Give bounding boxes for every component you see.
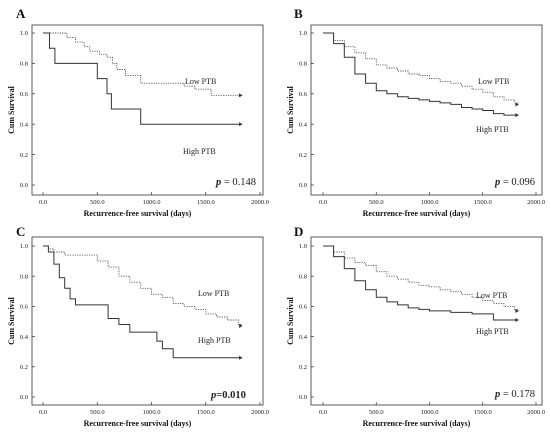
curve-end-marker xyxy=(515,102,519,107)
survival-curve-low-ptb xyxy=(323,245,519,311)
curve-end-marker xyxy=(515,113,519,118)
curve-label-high-ptb: High PTB xyxy=(198,336,231,345)
curve-end-marker xyxy=(239,355,243,360)
y-tick-label: 0.2 xyxy=(20,364,28,371)
x-tick-label: 2000.0 xyxy=(527,199,545,206)
y-axis-label: Cum Survival xyxy=(7,296,16,345)
curve-end-marker xyxy=(239,122,243,127)
x-tick-label: 0.0 xyxy=(319,409,327,416)
y-tick-label: 0.4 xyxy=(20,121,29,128)
panel-c: C 0.0 0.2 0.4 0.6 0.8 1.0 0.0 500.0 1000.0 1500.0 2… xyxy=(7,224,269,428)
y-tick-label: 0.4 xyxy=(299,121,308,128)
p-value: p = 0.148 xyxy=(215,177,256,188)
curve-label-low-ptb: Low PTB xyxy=(198,289,229,298)
p-value: p=0.010 xyxy=(210,390,246,401)
y-tick-label: 0.6 xyxy=(299,304,308,311)
curve-label-high-ptb: High PTB xyxy=(183,147,216,156)
plot-frame xyxy=(310,24,543,196)
y-tick-label: 1.0 xyxy=(299,243,307,250)
curve-end-marker xyxy=(239,324,243,329)
curve-end-marker xyxy=(515,308,519,313)
survival-curve-low-ptb xyxy=(43,32,242,96)
y-tick-label: 1.0 xyxy=(299,30,307,37)
x-tick-label: 1000.0 xyxy=(421,199,439,206)
x-axis-label: Recurrence-free survival (days) xyxy=(363,209,471,218)
y-tick-label: 0.4 xyxy=(299,334,308,341)
panel-b: B 0.0 0.2 0.4 0.6 0.8 1.0 0.0 500.0 1000.0 1500.0 2… xyxy=(286,6,545,218)
survival-curve-low-ptb xyxy=(43,245,243,326)
x-tick-label: 1500.0 xyxy=(474,199,492,206)
survival-curve-high-ptb xyxy=(43,245,242,359)
x-tick-label: 500.0 xyxy=(369,199,384,206)
curve-label-high-ptb: High PTB xyxy=(476,327,509,336)
x-tick-label: 1000.0 xyxy=(143,409,161,416)
p-value: p = 0.178 xyxy=(494,389,535,400)
y-tick-label: 0.6 xyxy=(299,91,308,98)
curve-label-high-ptb: High PTB xyxy=(476,125,509,134)
panel-label: B xyxy=(294,6,303,21)
x-tick-label: 1500.0 xyxy=(474,409,492,416)
x-tick-label: 0.0 xyxy=(39,199,47,206)
y-tick-label: 0.0 xyxy=(299,182,307,189)
x-tick-label: 1500.0 xyxy=(197,199,215,206)
x-axis-label: Recurrence-free survival (days) xyxy=(363,419,471,428)
y-tick-label: 1.0 xyxy=(20,243,28,250)
x-axis-label: Recurrence-free survival (days) xyxy=(84,209,192,218)
curve-label-low-ptb: Low PTB xyxy=(478,77,509,86)
plot-frame xyxy=(310,236,543,406)
x-tick-label: 2000.0 xyxy=(527,409,545,416)
y-tick-label: 0.0 xyxy=(20,182,28,189)
plot-frame xyxy=(31,24,264,196)
x-tick-label: 1000.0 xyxy=(421,409,439,416)
x-axis-label: Recurrence-free survival (days) xyxy=(84,419,192,428)
survival-curve-low-ptb xyxy=(323,32,519,105)
y-tick-label: 0.4 xyxy=(20,334,29,341)
p-value: p = 0.096 xyxy=(494,177,535,188)
panel-d: D 0.0 0.2 0.4 0.6 0.8 1.0 0.0 500.0 1000.0 1500.0 2… xyxy=(286,224,545,428)
y-tick-label: 0.6 xyxy=(20,91,29,98)
y-tick-label: 1.0 xyxy=(20,30,28,37)
curve-label-low-ptb: Low PTB xyxy=(185,77,216,86)
survival-curve-high-ptb xyxy=(323,32,518,116)
y-tick-label: 0.8 xyxy=(20,273,28,280)
y-tick-label: 0.8 xyxy=(299,61,307,68)
y-tick-label: 0.6 xyxy=(20,304,29,311)
curve-label-low-ptb: Low PTB xyxy=(476,291,507,300)
panel-label: C xyxy=(16,224,25,239)
x-tick-label: 1000.0 xyxy=(143,199,161,206)
x-tick-label: 2000.0 xyxy=(251,199,269,206)
y-tick-label: 0.0 xyxy=(299,394,307,401)
panel-a: A 0.0 0.2 0.4 0.6 0.8 1.0 0.0 500.0 1000.0 1500.0 2… xyxy=(7,6,269,218)
y-tick-label: 0.8 xyxy=(299,273,307,280)
survival-curve-high-ptb xyxy=(43,32,242,125)
curve-end-marker xyxy=(515,317,519,322)
y-tick-label: 0.2 xyxy=(299,364,307,371)
survival-curve-high-ptb xyxy=(323,245,518,321)
panel-label: A xyxy=(16,6,26,21)
x-tick-label: 0.0 xyxy=(39,409,47,416)
y-tick-label: 0.2 xyxy=(20,152,28,159)
y-tick-label: 0.0 xyxy=(20,394,28,401)
x-tick-label: 1500.0 xyxy=(197,409,215,416)
y-tick-label: 0.2 xyxy=(299,152,307,159)
x-tick-label: 500.0 xyxy=(369,409,384,416)
y-tick-label: 0.8 xyxy=(20,61,28,68)
panel-label: D xyxy=(294,224,303,239)
x-tick-label: 2000.0 xyxy=(251,409,269,416)
y-axis-label: Cum Survival xyxy=(286,85,295,134)
plot-frame xyxy=(31,236,264,406)
y-axis-label: Cum Survival xyxy=(7,85,16,134)
x-tick-label: 0.0 xyxy=(319,199,327,206)
curve-end-marker xyxy=(239,93,243,98)
x-tick-label: 500.0 xyxy=(90,409,105,416)
y-axis-label: Cum Survival xyxy=(286,296,295,345)
x-tick-label: 500.0 xyxy=(90,199,105,206)
